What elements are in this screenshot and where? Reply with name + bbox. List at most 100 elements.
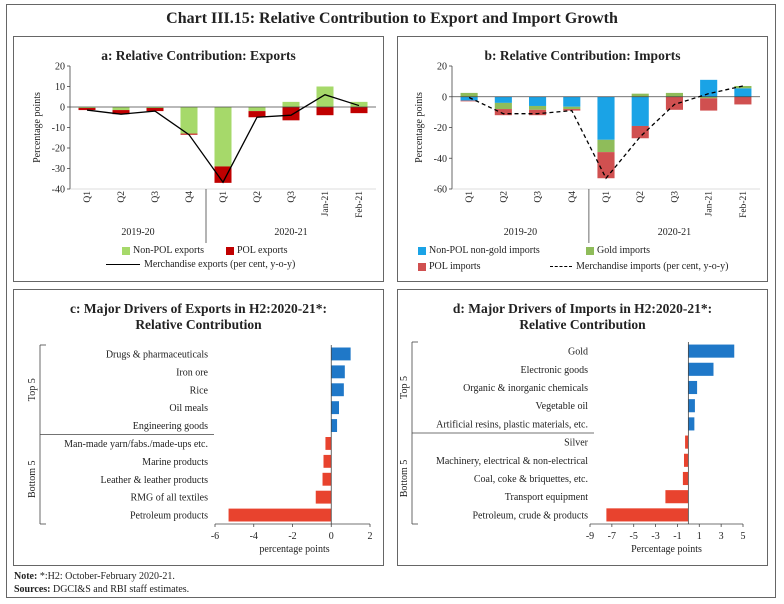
bar-d-2 <box>688 380 698 395</box>
x-tick-label: -3 <box>651 531 659 542</box>
category-label: Oil meals <box>169 403 208 414</box>
bar-non-pol-non-gold-imports-2 <box>529 96 547 106</box>
bar-non-pol-non-gold-imports-1 <box>494 96 512 103</box>
note-line: Note: *:H2: October-February 2020-21. <box>14 571 175 582</box>
x-category-label: Jan-21 <box>321 191 331 217</box>
legend-pol-imports: POL imports <box>418 261 481 272</box>
x-tick-label: -1 <box>673 531 681 542</box>
panel-d-title-line2: Relative Contribution <box>519 317 646 332</box>
x-tick-label: 0 <box>329 531 334 542</box>
chart-frame <box>6 4 776 598</box>
category-label: Organic & inorganic chemicals <box>463 383 588 394</box>
bar-non-pol-exports-1 <box>112 107 130 111</box>
bar-non-pol-exports-5 <box>248 107 266 112</box>
x-category-label: Feb-21 <box>739 191 749 218</box>
bar-c-1 <box>331 365 345 379</box>
category-label: Engineering goods <box>133 421 208 432</box>
bar-d-7 <box>682 471 689 486</box>
bar-pol-exports-8 <box>350 107 368 114</box>
category-label: Vegetable oil <box>536 401 589 412</box>
panel-imports-contribution: b: Relative Contribution: Imports 20 0 -20… <box>397 36 768 282</box>
bar-non-pol-non-gold-imports-0 <box>460 96 478 101</box>
panel-imports-drivers: d: Major Drivers of Imports in H2:2020-2… <box>397 289 768 566</box>
x-category-label: Q2 <box>499 191 509 203</box>
group-label-top5: Top 5 <box>27 378 38 401</box>
sources-line: Sources: DGCI&S and RBI staff estimates. <box>14 584 189 595</box>
category-label: Machinery, electrical & non-electrical <box>436 456 588 467</box>
y-tick-label: -10 <box>52 123 65 134</box>
x-tick-label: 3 <box>719 531 724 542</box>
legend-label: Merchandise exports (per cent, y-o-y) <box>144 259 296 270</box>
y-tick-label: 20 <box>437 62 447 73</box>
note-label: Note: <box>14 571 38 582</box>
category-label: Coal, coke & briquettes, etc. <box>474 474 588 485</box>
bar-pol-imports-1 <box>494 109 512 116</box>
bar-pol-exports-1 <box>112 110 130 115</box>
category-label: Silver <box>564 438 589 449</box>
bar-c-3 <box>331 401 339 415</box>
legend-label: Non-POL exports <box>133 245 205 256</box>
sources-label: Sources: <box>14 584 51 595</box>
bar-pol-imports-4 <box>597 152 615 179</box>
bar-c-8 <box>315 490 332 504</box>
category-label: Leather & leather products <box>101 475 209 486</box>
panel-b-plot: 20 0 -20 -40 -60 Percentage points Q1 Q2 Q3 Q4 Q1 Q… <box>414 62 760 243</box>
y-tick-label: -30 <box>52 164 65 175</box>
group-label-bottom5: Bottom 5 <box>399 460 410 498</box>
bar-non-pol-exports-3 <box>180 107 198 134</box>
bar-gold-imports-1 <box>494 102 512 110</box>
bar-pol-exports-5 <box>248 111 266 118</box>
bar-pol-exports-6 <box>282 107 300 121</box>
swatch-pol-exports <box>226 246 234 255</box>
bar-d-8 <box>665 490 689 504</box>
y-axis-label: Percentage points <box>414 92 425 163</box>
panel-b-title: b: Relative Contribution: Imports <box>484 48 681 63</box>
panel-exports-drivers: c: Major Drivers of Exports in H2:2020-2… <box>13 289 384 566</box>
bar-pol-exports-4 <box>214 166 232 183</box>
x-tick-label: 5 <box>741 531 746 542</box>
panel-a-title: a: Relative Contribution: Exports <box>101 48 296 63</box>
y-axis-label: Percentage points <box>32 92 43 163</box>
year-group-label: 2020-21 <box>274 227 307 238</box>
y-tick-label: 0 <box>60 103 65 114</box>
chart-title: Chart III.15: Relative Contribution to E… <box>166 10 618 27</box>
x-category-label: Q2 <box>636 191 646 203</box>
category-label: Transport equipment <box>505 492 588 503</box>
x-category-label: Jan-21 <box>705 191 715 217</box>
bar-pol-imports-2 <box>529 109 547 116</box>
group-label-top5: Top 5 <box>399 376 410 399</box>
bar-d-4 <box>688 417 695 431</box>
swatch-pol-imports <box>418 262 426 271</box>
line-swatch-merch-imports <box>550 266 572 268</box>
bar-pol-imports-3 <box>563 109 581 111</box>
category-label: Gold <box>568 347 588 358</box>
legend-nonpol-nongold-imports: Non-POL non-gold imports <box>418 245 540 256</box>
legend-label: Non-POL non-gold imports <box>429 245 540 256</box>
bar-gold-imports-8 <box>734 85 752 89</box>
category-label: Man-made yarn/fabs./made-ups etc. <box>64 439 208 450</box>
panel-d-title-line1: d: Major Drivers of Imports in H2:2020-2… <box>452 301 713 316</box>
x-tick-label: -6 <box>211 531 219 542</box>
bar-c-9 <box>228 508 332 522</box>
x-category-label: Q3 <box>670 191 680 203</box>
category-label: Petroleum products <box>130 511 208 522</box>
y-tick-label: 10 <box>55 82 65 93</box>
note-text: *:H2: October-February 2020-21. <box>39 571 175 582</box>
category-label: Artificial resins, plastic materials, et… <box>436 419 588 430</box>
bar-gold-imports-3 <box>563 106 581 110</box>
bar-non-pol-non-gold-imports-3 <box>563 96 581 107</box>
bar-non-pol-non-gold-imports-8 <box>734 88 752 97</box>
bar-c-5 <box>325 437 332 450</box>
x-tick-label: 1 <box>697 531 702 542</box>
x-category-label: Q3 <box>151 191 161 203</box>
x-tick-label: -7 <box>608 531 616 542</box>
x-tick-label: -4 <box>250 531 258 542</box>
x-category-label: Q4 <box>185 191 195 203</box>
group-label-bottom5: Bottom 5 <box>27 460 38 498</box>
bar-non-pol-exports-0 <box>78 107 96 109</box>
bar-non-pol-non-gold-imports-5 <box>631 96 649 126</box>
swatch-nonpol-exports <box>122 246 130 255</box>
legend-merch-exports: Merchandise exports (per cent, y-o-y) <box>106 259 295 270</box>
panel-c-title-line1: c: Major Drivers of Exports in H2:2020-2… <box>70 301 327 316</box>
bar-non-pol-exports-6 <box>282 101 300 107</box>
